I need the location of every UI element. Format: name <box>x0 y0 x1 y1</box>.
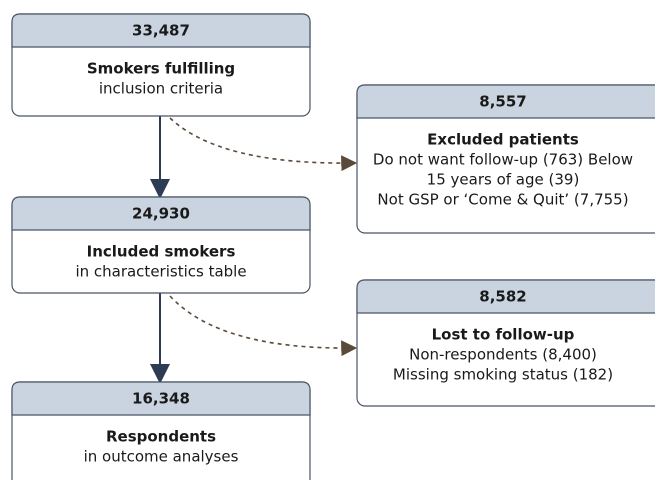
node-header <box>356 84 655 119</box>
node-header <box>11 13 311 48</box>
node-title: Included smokers <box>87 243 236 261</box>
node-line: in characteristics table <box>75 263 246 281</box>
node-title: Excluded patients <box>427 131 579 149</box>
node-title: Smokers fulfilling <box>87 60 235 78</box>
node-count: 33,487 <box>132 22 190 40</box>
node-header <box>11 196 311 231</box>
connectors <box>150 116 358 384</box>
node-header <box>356 279 655 314</box>
node-title: Respondents <box>106 428 216 446</box>
node-line: Do not want follow-up (763) Below <box>373 151 633 169</box>
boxes: 33,487 Smokers fulfilling inclusion criter… <box>11 13 655 480</box>
node-count: 8,557 <box>479 93 526 111</box>
node-line: inclusion criteria <box>99 80 223 98</box>
node-line: in outcome analyses <box>84 448 239 466</box>
node-count: 8,582 <box>479 288 526 306</box>
node-line: 15 years of age (39) <box>427 171 580 189</box>
node-line: Non-respondents (8,400) <box>409 346 597 364</box>
node-line: Not GSP or ‘Come & Quit’ (7,755) <box>377 191 628 209</box>
dashed-arrow <box>169 117 358 172</box>
node-count: 24,930 <box>132 205 190 223</box>
node-line: Missing smoking status (182) <box>393 366 613 384</box>
node-title: Lost to follow-up <box>432 326 575 344</box>
node-header <box>11 381 311 416</box>
dashed-arrow <box>169 295 358 357</box>
node-count: 16,348 <box>132 390 190 408</box>
